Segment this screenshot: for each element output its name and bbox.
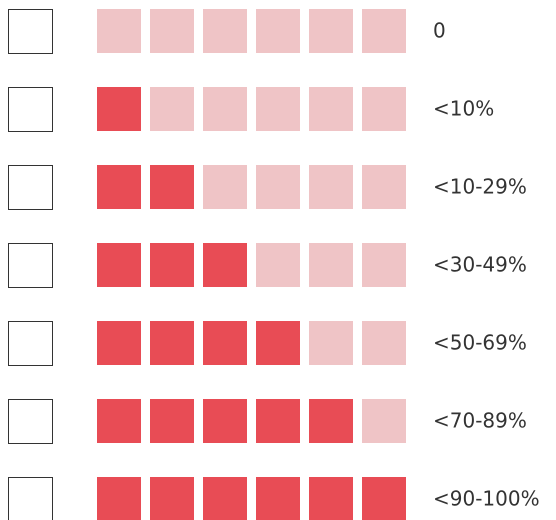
checkbox[interactable] [8, 87, 53, 132]
filled-square [150, 477, 194, 520]
row-label: <10% [433, 97, 494, 121]
empty-square [362, 87, 406, 131]
filled-square [309, 399, 353, 443]
empty-square [362, 321, 406, 365]
filled-square [362, 477, 406, 520]
filled-square [150, 165, 194, 209]
empty-square [362, 243, 406, 287]
checkbox[interactable] [8, 165, 53, 210]
filled-square [203, 399, 247, 443]
filled-square [150, 399, 194, 443]
empty-square [362, 399, 406, 443]
empty-square [362, 9, 406, 53]
empty-square [309, 321, 353, 365]
checkbox[interactable] [8, 9, 53, 54]
empty-square [309, 243, 353, 287]
empty-square [150, 87, 194, 131]
empty-square [309, 87, 353, 131]
checkbox[interactable] [8, 243, 53, 288]
filled-square [256, 477, 300, 520]
row-label: 0 [433, 19, 446, 43]
row-label: <70-89% [433, 409, 527, 433]
filled-square [97, 87, 141, 131]
filled-square [203, 243, 247, 287]
empty-square [256, 9, 300, 53]
filled-square [97, 399, 141, 443]
row-label: <90-100% [433, 487, 540, 511]
empty-square [362, 165, 406, 209]
checkbox[interactable] [8, 477, 53, 520]
filled-square [256, 399, 300, 443]
filled-square [97, 165, 141, 209]
empty-square [203, 9, 247, 53]
filled-square [203, 477, 247, 520]
empty-square [150, 9, 194, 53]
filled-square [203, 321, 247, 365]
filled-square [97, 477, 141, 520]
empty-square [97, 9, 141, 53]
empty-square [203, 165, 247, 209]
checkbox[interactable] [8, 321, 53, 366]
filled-square [97, 243, 141, 287]
empty-square [203, 87, 247, 131]
row-label: <10-29% [433, 175, 527, 199]
filled-square [150, 243, 194, 287]
filled-square [309, 477, 353, 520]
filled-square [150, 321, 194, 365]
filled-square [256, 321, 300, 365]
empty-square [256, 165, 300, 209]
empty-square [309, 165, 353, 209]
row-label: <30-49% [433, 253, 527, 277]
empty-square [256, 87, 300, 131]
checkbox[interactable] [8, 399, 53, 444]
filled-square [97, 321, 141, 365]
empty-square [256, 243, 300, 287]
empty-square [309, 9, 353, 53]
row-label: <50-69% [433, 331, 527, 355]
